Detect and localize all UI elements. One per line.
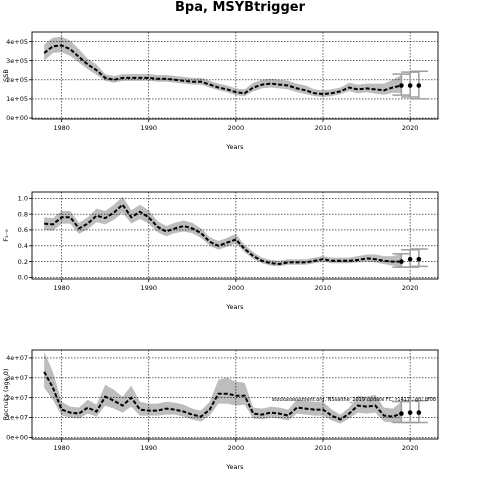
x-tick-label: 1980 [53, 444, 70, 452]
x-tick-label: 2000 [228, 124, 245, 132]
y-tick-label: 1.0 [18, 195, 28, 203]
stamp-annotation: stockassessment.org, NSsaithe_2019 updat… [272, 397, 436, 403]
x-axis-label: Years [225, 143, 244, 151]
plot-frame [31, 349, 439, 440]
x-tick-label: 2020 [402, 124, 419, 132]
x-tick-label: 2010 [315, 284, 332, 292]
confidence-band [44, 352, 402, 424]
forecast-point [416, 410, 422, 415]
y-axis-label: SSB [2, 69, 10, 82]
plot-frame [31, 191, 439, 280]
confidence-band [44, 36, 402, 97]
y-tick-label: 0.0 [18, 274, 28, 282]
forecast-point [416, 83, 422, 88]
x-tick-label: 1980 [53, 124, 70, 132]
x-tick-label: 1990 [140, 444, 157, 452]
forecast-point [407, 410, 413, 415]
plot-frame [31, 31, 439, 120]
forecast-point [399, 259, 404, 264]
x-axis-label: Years [225, 303, 244, 311]
forecast-point [407, 83, 413, 88]
x-tick-label: 2000 [228, 284, 245, 292]
forecast-point [407, 256, 413, 262]
y-tick-label: 2e+07 [6, 394, 28, 402]
x-tick-label: 2020 [402, 444, 419, 452]
y-tick-label: 0e+00 [6, 434, 28, 442]
x-axis-label: Years [225, 463, 244, 471]
chart-title: Bpa, MSYBtrigger [175, 0, 305, 15]
series-line [44, 203, 402, 266]
y-tick-label: 0.8 [18, 210, 28, 218]
y-tick-label: 4e+07 [6, 354, 28, 362]
y-tick-label: 0.4 [18, 242, 28, 250]
y-tick-label: 2e+05 [6, 76, 28, 84]
x-tick-label: 2020 [402, 284, 419, 292]
forecast-point [416, 256, 422, 262]
y-tick-label: 1e+05 [6, 95, 28, 103]
y-axis-label: Recruits (age 0) [2, 369, 10, 421]
chart-panel-ssb: 1980 1990 2000 2010 2020 0e+00 1e+05 2e+05 3e+05… [2, 31, 439, 151]
y-tick-label: 3e+05 [6, 57, 28, 65]
x-tick-label: 2010 [315, 444, 332, 452]
forecast-point [399, 83, 404, 88]
chart-panel-recruitment: 1980 1990 2000 2010 2020 0e+00 1e+07 2e+07 3e+07… [2, 349, 439, 471]
y-axis-label: F₃₋₆ [2, 229, 10, 242]
x-tick-label: 2000 [228, 444, 245, 452]
x-tick-label: 1980 [53, 284, 70, 292]
x-tick-label: 1990 [140, 284, 157, 292]
y-tick-label: 3e+07 [6, 374, 28, 382]
series-line [43, 44, 402, 96]
y-tick-label: 0.6 [18, 226, 28, 234]
y-tick-label: 0.2 [18, 258, 28, 266]
chart-panel-fbar: 1980 1990 2000 2010 2020 0.0 0.2 0.4 0.6 0.8 1.0 Ye… [2, 191, 439, 311]
x-tick-label: 1990 [140, 124, 157, 132]
x-tick-label: 2010 [315, 124, 332, 132]
forecast-point [399, 411, 404, 416]
y-tick-label: 4e+05 [6, 38, 28, 46]
y-tick-label: 0e+00 [6, 114, 28, 122]
y-tick-label: 1e+07 [6, 414, 28, 422]
confidence-band [44, 196, 402, 268]
